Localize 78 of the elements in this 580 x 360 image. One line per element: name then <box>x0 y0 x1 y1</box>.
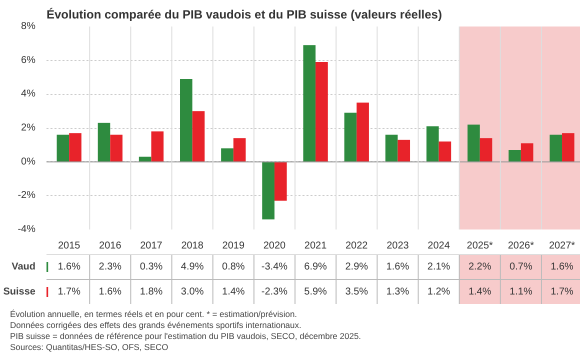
data-label: 1.7% <box>58 286 81 298</box>
bar <box>233 138 246 162</box>
y-tick-label: 2% <box>21 122 36 134</box>
bar <box>398 140 410 162</box>
bar <box>426 126 439 162</box>
data-label: 2.2% <box>468 262 492 272</box>
legend-label: Vaud <box>12 262 36 272</box>
bar <box>274 162 287 201</box>
x-tick-label: 2022 <box>346 240 368 252</box>
data-label: 1.7% <box>550 286 574 298</box>
x-tick-label: 2026* <box>508 240 534 252</box>
legend-label: Suisse <box>3 286 36 298</box>
data-label: 0.7% <box>510 262 532 272</box>
bar <box>110 134 122 162</box>
data-label: 1.6% <box>98 286 122 298</box>
data-label: 1.4% <box>222 286 245 298</box>
x-tick-label: 2020 <box>263 240 286 252</box>
data-label: 3.0% <box>180 286 204 298</box>
y-tick-label: 6% <box>21 54 36 66</box>
data-label: 1.1% <box>510 286 532 298</box>
bar <box>221 148 234 162</box>
x-tick-label: 2017 <box>140 240 163 252</box>
bar <box>385 134 398 162</box>
data-label: -2.3% <box>261 286 288 298</box>
data-label: 0.3% <box>140 262 163 272</box>
bar <box>550 134 562 162</box>
x-tick-label: 2019 <box>222 240 245 252</box>
bar <box>151 131 164 162</box>
data-label: 6.9% <box>304 262 328 272</box>
bar <box>508 150 521 162</box>
y-tick-label: 8% <box>21 21 36 32</box>
data-label: 1.6% <box>386 262 410 272</box>
bar <box>69 133 82 162</box>
data-label: 2.9% <box>345 262 368 272</box>
bar <box>316 62 328 162</box>
bar <box>192 111 205 162</box>
data-label: 1.6% <box>550 262 574 272</box>
data-label: 3.5% <box>345 286 368 298</box>
text: Évolution annuelle, en termes réels et en pour cent. * = estimation/prévision. <box>10 309 298 319</box>
bar <box>98 122 110 162</box>
bar <box>262 162 274 220</box>
y-tick-label: 4% <box>21 88 36 100</box>
bar <box>56 134 70 162</box>
x-tick-label: 2025* <box>466 240 494 252</box>
bar <box>180 78 192 162</box>
x-tick-label: 2016 <box>99 240 122 252</box>
bar <box>480 138 492 162</box>
bar <box>303 45 316 162</box>
x-tick-label: 2018 <box>181 240 204 252</box>
data-label: 1.8% <box>140 286 163 298</box>
data-label: 0.8% <box>222 262 245 272</box>
bar <box>356 102 369 162</box>
source-note: Sources: Quantitas/HES-SO, OFS, SECO <box>10 342 168 352</box>
y-tick-label: -4% <box>18 224 36 235</box>
data-label: -3.4% <box>261 262 288 272</box>
y-tick-label: -2% <box>18 190 36 202</box>
data-label: 2.1% <box>427 262 450 272</box>
bar <box>520 143 534 162</box>
bar <box>438 142 452 162</box>
chart-title: Évolution comparée du PIB vaudois et du PIB suisse (valeurs réelles) <box>46 8 442 22</box>
text: PIB suisse = données de référence pour l'estimation du PIB vaudois, SECO, décembre 2025. <box>10 331 362 342</box>
x-tick-label: 2021 <box>304 240 328 252</box>
data-label: 1.2% <box>427 286 450 298</box>
x-tick-label: 2024 <box>428 240 450 252</box>
data-label: 4.9% <box>180 262 204 272</box>
data-label: 1.3% <box>386 286 410 298</box>
bar <box>344 112 357 162</box>
y-tick-label: 0% <box>21 156 36 168</box>
text: Données corrigées des effets des grands événements sportifs internationaux. <box>10 320 302 330</box>
data-label: 5.9% <box>304 286 328 298</box>
data-label: 2.3% <box>98 262 122 272</box>
data-label: 1.4% <box>468 286 492 298</box>
x-tick-label: 2027* <box>548 240 576 252</box>
data-label: 1.6% <box>58 262 81 272</box>
bar <box>468 124 480 162</box>
bar <box>562 133 574 162</box>
x-tick-label: 2015 <box>58 240 81 252</box>
x-tick-label: 2023 <box>386 240 410 252</box>
